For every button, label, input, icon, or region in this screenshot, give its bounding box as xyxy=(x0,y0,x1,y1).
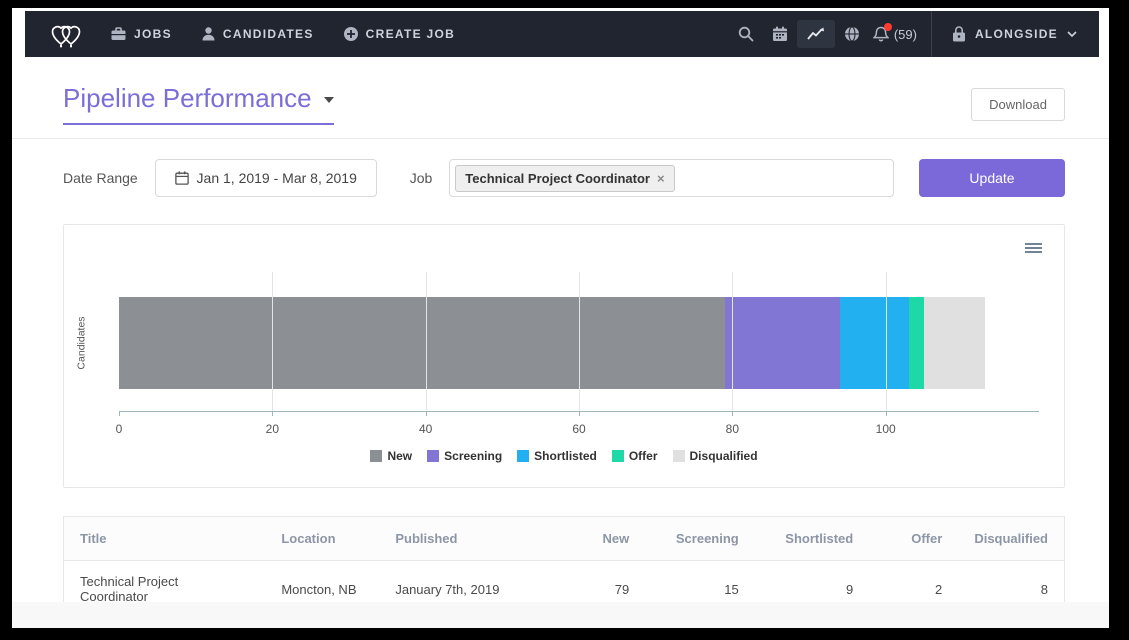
job-tag: Technical Project Coordinator × xyxy=(455,164,675,192)
pipeline-chart-panel: Candidates 0 20 40 60 80 100 New Screening Shor… xyxy=(63,224,1065,488)
plus-circle-icon xyxy=(343,27,358,41)
header-divider xyxy=(12,138,1109,139)
legend-item-new[interactable]: New xyxy=(370,449,412,463)
notification-dot xyxy=(883,22,892,31)
axis-tick-label: 40 xyxy=(418,422,433,436)
nav-item-candidates[interactable]: CANDIDATES xyxy=(202,27,314,41)
column-header-location: Location xyxy=(265,517,380,561)
gridline xyxy=(732,272,734,411)
chevron-down-icon xyxy=(1067,31,1077,37)
gridline xyxy=(272,272,274,411)
axis-tick xyxy=(885,411,887,416)
navbar-left: JOBS CANDIDATES CREATE JOB xyxy=(25,19,485,49)
search-icon[interactable] xyxy=(729,20,763,48)
update-button[interactable]: Update xyxy=(919,159,1065,197)
legend-label: Shortlisted xyxy=(534,449,597,463)
axis-tick xyxy=(579,411,580,416)
legend-label: Screening xyxy=(444,449,503,463)
gridline xyxy=(885,272,887,411)
chart-plot: Candidates 0 20 40 60 80 100 xyxy=(76,272,1039,436)
filters-bar: Date Range Jan 1, 2019 - Mar 8, 2019 Job… xyxy=(12,139,1109,197)
bar-segment-shortlisted xyxy=(839,297,909,389)
legend-label: New xyxy=(387,449,413,463)
notification-count: (59) xyxy=(893,26,917,42)
remove-tag-icon[interactable]: × xyxy=(656,170,665,186)
column-header-title: Title xyxy=(64,517,266,561)
nav-item-label: CANDIDATES xyxy=(222,27,314,41)
column-header-screening: Screening xyxy=(645,517,755,561)
job-select-input[interactable]: Technical Project Coordinator × xyxy=(449,159,894,197)
account-name: ALONGSIDE xyxy=(974,27,1058,41)
page-title: Pipeline Performance xyxy=(63,83,312,113)
person-icon xyxy=(202,27,215,41)
app-page: JOBS CANDIDATES CREATE JOB xyxy=(12,8,1109,628)
nav-item-create-job[interactable]: CREATE JOB xyxy=(343,27,456,41)
legend-swatch xyxy=(370,450,383,462)
page-footer-strip xyxy=(12,602,1109,628)
axis-tick-label: 60 xyxy=(572,422,586,436)
account-menu[interactable]: ALONGSIDE xyxy=(932,26,1099,42)
axis-tick xyxy=(119,411,120,416)
date-range-label: Date Range xyxy=(63,170,138,186)
navbar-divider xyxy=(930,11,932,57)
download-button[interactable]: Download xyxy=(971,88,1065,121)
legend-label: Disqualified xyxy=(689,449,758,463)
axis-tick-label: 0 xyxy=(115,422,123,436)
briefcase-icon xyxy=(111,27,126,41)
gridline xyxy=(579,272,580,411)
notifications-button[interactable]: (59) xyxy=(872,22,917,43)
calendar-icon[interactable] xyxy=(763,20,797,48)
axis-tick-label: 20 xyxy=(265,422,280,436)
legend-item-shortlisted[interactable]: Shortlisted xyxy=(517,449,597,463)
bar-segment-disqualified xyxy=(923,297,986,389)
axis-tick-label: 80 xyxy=(725,422,740,436)
bar-segment-screening xyxy=(724,297,840,389)
legend-swatch xyxy=(672,450,685,462)
column-header-disqualified: Disqualified xyxy=(958,517,1064,561)
alongside-logo-icon[interactable] xyxy=(25,19,111,49)
analytics-chart-icon[interactable] xyxy=(796,20,835,48)
job-tag-label: Technical Project Coordinator xyxy=(465,170,650,186)
legend-swatch xyxy=(427,450,440,462)
axis-tick xyxy=(425,411,427,416)
legend-item-offer[interactable]: Offer xyxy=(611,449,658,463)
legend-label: Offer xyxy=(628,449,658,463)
chart-menu-icon[interactable] xyxy=(1025,243,1042,255)
chart-legend: New Screening Shortlisted Offer Disqualified xyxy=(64,449,1064,463)
top-navbar: JOBS CANDIDATES CREATE JOB xyxy=(25,11,1099,57)
legend-item-screening[interactable]: Screening xyxy=(427,449,502,463)
table-header-row: Title Location Published New Screening Shortl… xyxy=(64,517,1064,561)
job-label: Job xyxy=(409,170,433,186)
legend-swatch xyxy=(517,450,530,462)
bar-segment-new xyxy=(119,297,725,389)
axis-tick xyxy=(272,411,274,416)
date-range-value: Jan 1, 2019 - Mar 8, 2019 xyxy=(196,170,357,186)
globe-icon[interactable] xyxy=(835,20,869,48)
column-header-new: New xyxy=(537,517,646,561)
column-header-offer: Offer xyxy=(869,517,959,561)
stacked-bar xyxy=(119,297,1039,389)
legend-item-disqualified[interactable]: Disqualified xyxy=(672,449,758,463)
page-header: Pipeline Performance Download xyxy=(12,57,1109,125)
legend-swatch xyxy=(611,450,624,462)
nav-item-jobs[interactable]: JOBS xyxy=(111,27,172,41)
date-range-input[interactable]: Jan 1, 2019 - Mar 8, 2019 xyxy=(154,159,377,197)
lock-icon xyxy=(952,26,966,42)
calendar-small-icon xyxy=(174,171,189,185)
nav-item-label: CREATE JOB xyxy=(365,27,456,41)
axis-tick-label: 100 xyxy=(875,422,896,436)
column-header-published: Published xyxy=(379,517,538,561)
navbar-right: (59) ALONGSIDE xyxy=(729,11,1099,57)
bar-segment-offer xyxy=(908,297,924,389)
y-axis-label: Candidates xyxy=(76,316,88,370)
report-selector[interactable]: Pipeline Performance xyxy=(63,83,334,125)
title-caret-icon xyxy=(323,97,334,103)
axis-tick xyxy=(732,411,734,416)
gridline xyxy=(425,272,427,411)
bell-icon xyxy=(872,22,892,43)
y-axis-label-wrap: Candidates xyxy=(72,297,92,389)
nav-item-label: JOBS xyxy=(134,27,172,41)
column-header-shortlisted: Shortlisted xyxy=(754,517,870,561)
